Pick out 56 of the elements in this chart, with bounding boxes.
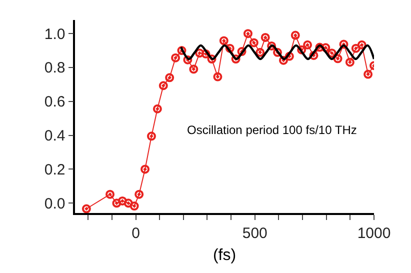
y-tick-label: 0.4	[44, 128, 66, 145]
point	[249, 38, 258, 48]
y-tick-label: 0.0	[44, 195, 66, 212]
point	[339, 40, 348, 49]
x-tick-label: 1000	[357, 224, 391, 242]
point	[315, 42, 324, 52]
x-tick-label: 500	[242, 224, 268, 242]
point	[284, 52, 294, 61]
point	[351, 44, 360, 53]
point	[231, 54, 240, 64]
point	[237, 47, 246, 56]
point	[225, 44, 234, 53]
point	[364, 70, 373, 79]
point	[327, 48, 336, 58]
point	[260, 32, 270, 42]
point	[290, 30, 300, 40]
point	[140, 164, 150, 174]
point	[213, 72, 222, 82]
point	[357, 40, 366, 50]
point	[219, 36, 228, 46]
point	[158, 81, 168, 90]
point	[183, 55, 192, 64]
point	[267, 41, 276, 50]
y-tick-label: 0.2	[44, 161, 66, 178]
point	[124, 198, 133, 208]
point	[333, 54, 342, 64]
x-tick-label: 0	[132, 224, 140, 242]
point	[152, 104, 162, 114]
point	[195, 48, 204, 58]
point	[165, 73, 174, 82]
point	[130, 202, 139, 211]
point	[189, 64, 198, 74]
point	[207, 54, 216, 64]
point	[297, 45, 306, 54]
point	[256, 48, 265, 57]
point	[321, 43, 330, 52]
y-tick-label: 0.6	[44, 94, 66, 111]
annotation: Oscillation period 100 fs/10 THz	[187, 123, 357, 137]
point	[177, 46, 186, 56]
point	[243, 29, 252, 38]
x-axis-title: (fs)	[212, 246, 236, 264]
point	[112, 198, 122, 208]
point	[303, 40, 312, 50]
point	[171, 53, 180, 62]
point	[82, 204, 91, 213]
y-tick-label: 1.0	[44, 26, 66, 43]
point	[118, 196, 127, 206]
point	[309, 50, 318, 60]
point	[345, 58, 354, 67]
point	[146, 132, 156, 141]
point	[278, 56, 288, 65]
point	[201, 49, 210, 58]
point	[134, 190, 144, 199]
point	[273, 48, 282, 57]
y-tick-label: 0.8	[44, 60, 66, 77]
point	[106, 190, 115, 199]
